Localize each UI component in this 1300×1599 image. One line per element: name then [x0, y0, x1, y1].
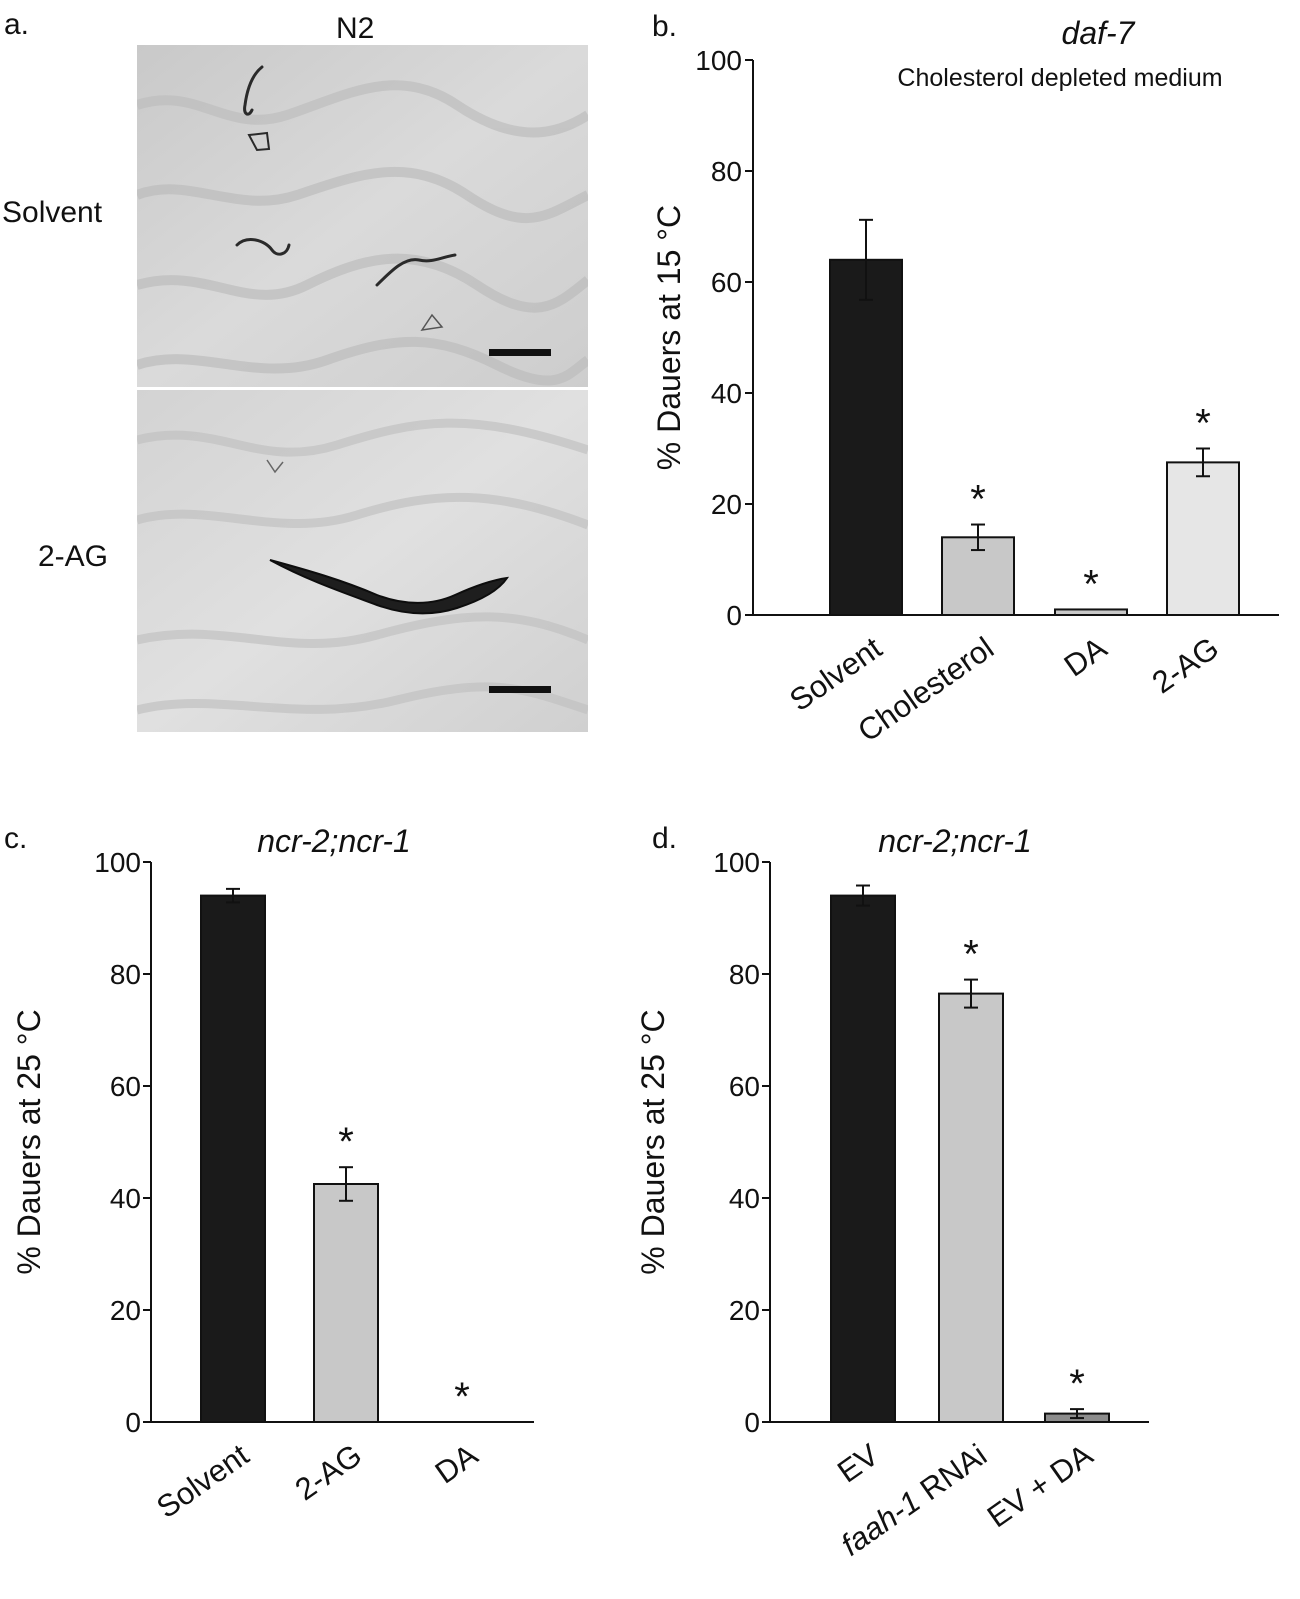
chart-d-significance-star: *: [1069, 1362, 1085, 1406]
chart-d-panel-label: d.: [652, 822, 677, 855]
worm-shapes: [235, 65, 457, 331]
chart-b-category-label: DA: [1058, 630, 1114, 684]
chart-b-ytick-label: 40: [711, 378, 742, 409]
chart-c-ytick-label: 60: [110, 1071, 141, 1102]
chart-d-bar: [1044, 1412, 1110, 1423]
chart-d-bar: [938, 992, 1004, 1423]
chart-d-ytick-label: 0: [744, 1407, 760, 1438]
chart-c-ytick-label: 20: [110, 1295, 141, 1326]
micrograph-solvent: [137, 45, 588, 387]
chart-b-ytick-label: 60: [711, 267, 742, 298]
chart-b-ytick-label: 20: [711, 489, 742, 520]
chart-d-ytick-label: 20: [729, 1295, 760, 1326]
chart-b-significance-star: *: [970, 478, 986, 522]
chart-c-significance-star: *: [454, 1375, 470, 1419]
chart-c-category-label: 2-AG: [289, 1437, 368, 1507]
chart-d-ytick-label: 100: [713, 847, 760, 878]
chart-c-category-label: DA: [429, 1437, 485, 1491]
chart-b-ylabel: % Dauers at 15 °C: [651, 205, 687, 470]
scale-bar: [489, 686, 551, 693]
chart-d-significance-star: *: [963, 933, 979, 977]
row-label-2ag: 2-AG: [38, 540, 109, 573]
chart-d-bar: [830, 894, 896, 1423]
chart-b-category-label: Cholesterol: [851, 630, 1000, 749]
chart-b-panel-label: b.: [652, 10, 677, 43]
row-label-solvent: Solvent: [2, 196, 103, 229]
chart-c-significance-star: *: [338, 1120, 354, 1164]
chart-d-ytick-label: 80: [729, 959, 760, 990]
chart-b-category-label: 2-AG: [1146, 630, 1225, 700]
chart-d-title: ncr-2;ncr-1: [878, 823, 1032, 859]
chart-d-category-label: EV: [831, 1437, 885, 1490]
micrograph-2ag: [137, 390, 588, 732]
chart-b-bar: [829, 258, 903, 616]
chart-b-significance-star: *: [1195, 402, 1211, 446]
chart-d-ylabel: % Dauers at 25 °C: [635, 1009, 671, 1274]
chart-c-title: ncr-2;ncr-1: [257, 823, 411, 859]
scale-bar: [489, 349, 551, 356]
chart-d-category-label: EV + DA: [981, 1437, 1099, 1535]
chart-c-bar: [313, 1183, 379, 1423]
chart-d-category-label: faah-1 RNAi: [835, 1437, 993, 1563]
chart-c-ytick-label: 80: [110, 959, 141, 990]
worm-shape: [269, 559, 510, 615]
chart-c-panel-label: c.: [4, 822, 27, 855]
chart-d-ytick-label: 40: [729, 1183, 760, 1214]
panel-a-label: a.: [4, 8, 30, 41]
chart-c-ytick-label: 0: [125, 1407, 141, 1438]
chart-d-ytick-label: 60: [729, 1071, 760, 1102]
chart-b-significance-star: *: [1083, 562, 1099, 606]
chart-b-ytick-label: 100: [695, 45, 742, 76]
chart-c-ylabel: % Dauers at 25 °C: [11, 1009, 47, 1274]
chart-b-bar: [1054, 608, 1128, 617]
chart-c-ytick-label: 100: [94, 847, 141, 878]
chart-b-subtitle: Cholesterol depleted medium: [897, 64, 1222, 92]
chart-c-ytick-label: 40: [110, 1183, 141, 1214]
chart-b-bar: [941, 536, 1015, 616]
chart-b-title: daf-7: [1062, 15, 1136, 51]
chart-c-bar: [200, 894, 266, 1423]
panel-a-strain-title: N2: [336, 12, 375, 45]
chart-c-category-label: Solvent: [150, 1437, 255, 1525]
chart-b-bar: [1166, 461, 1240, 616]
chart-b-category-label: Solvent: [783, 630, 888, 718]
chart-b-ytick-label: 80: [711, 156, 742, 187]
chart-b-ytick-label: 0: [726, 600, 742, 631]
